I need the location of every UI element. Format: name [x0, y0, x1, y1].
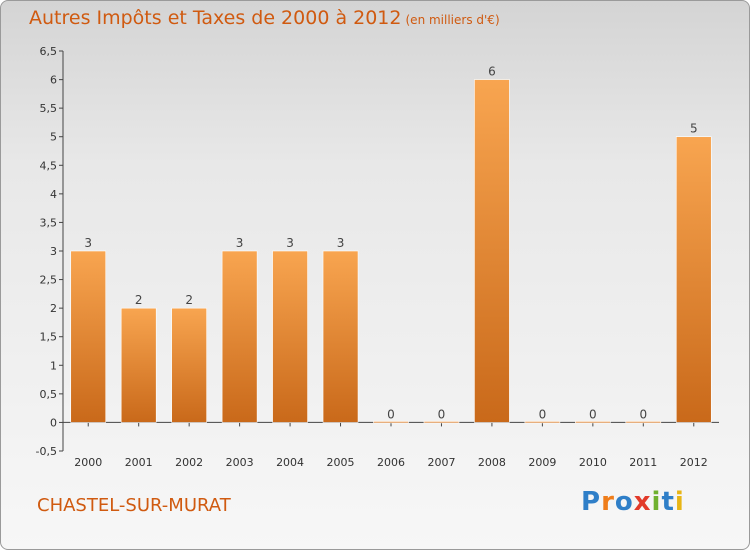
bar-2001 — [120, 307, 157, 423]
bar-layer — [70, 79, 712, 424]
x-tick-label: 2008 — [478, 456, 506, 469]
logo-letter: t — [661, 487, 675, 517]
bar-value-label: 0 — [438, 407, 446, 421]
y-tick-label: -0,5 — [36, 445, 57, 458]
bar-value-label: 5 — [690, 122, 698, 136]
bar-value-label: 6 — [488, 65, 496, 79]
bar-2007 — [423, 421, 460, 424]
bar-2010 — [575, 421, 611, 424]
logo-letter: i — [674, 487, 685, 517]
y-tick-label: 3,5 — [40, 216, 58, 229]
y-tick-label: 1,5 — [40, 331, 58, 344]
bar-2008 — [474, 79, 510, 423]
x-tick-label: 2002 — [175, 456, 203, 469]
bar-value-label: 2 — [135, 293, 143, 307]
y-tick-label: 2,5 — [40, 274, 58, 287]
bar-2002 — [171, 307, 207, 423]
bar-value-label: 3 — [236, 236, 244, 250]
x-tick-label: 2006 — [377, 456, 405, 469]
y-tick-label: 0 — [50, 416, 57, 429]
bar-value-label: 0 — [387, 407, 395, 421]
bar-2006 — [373, 421, 409, 424]
label-layer: 3 2 2 3 3 3 0 0 6 0 0 0 5 — [84, 65, 697, 422]
bar-value-label: 2 — [185, 293, 193, 307]
proxiti-logo: Proxiti — [581, 487, 685, 517]
y-tick-label: 0,5 — [40, 388, 58, 401]
bar-value-label: 0 — [589, 407, 597, 421]
logo-letter: x — [633, 487, 652, 517]
commune-name: CHASTEL-SUR-MURAT — [37, 495, 231, 516]
x-tick-label: 2009 — [528, 456, 556, 469]
x-tick-label: 2007 — [427, 456, 455, 469]
bar-2000 — [70, 250, 107, 423]
bar-2012 — [675, 136, 712, 423]
bar-2009 — [524, 421, 561, 424]
x-tick-label: 2005 — [327, 456, 355, 469]
y-tick-label: 3 — [50, 245, 57, 258]
y-tick-label: 4 — [50, 188, 57, 201]
bar-2004 — [272, 250, 308, 423]
x-tick-label: 2003 — [226, 456, 254, 469]
logo-letter: o — [614, 487, 634, 517]
bar-value-label: 0 — [639, 407, 647, 421]
bar-value-label: 3 — [286, 236, 294, 250]
y-tick-label: 6,5 — [40, 45, 58, 58]
y-tick-label: 5,5 — [40, 102, 58, 115]
y-tick-label: 5 — [50, 131, 57, 144]
logo-letter: P — [581, 487, 602, 517]
x-tick-label: 2001 — [125, 456, 153, 469]
chart-title-unit: (en milliers d'€) — [405, 13, 500, 27]
x-tick-label: 2011 — [629, 456, 657, 469]
y-tick-label: 4,5 — [40, 159, 58, 172]
y-tick-label: 2 — [50, 302, 57, 315]
logo-letter: r — [601, 487, 615, 517]
y-tick-label: 6 — [50, 74, 57, 87]
x-tick-label: 2010 — [579, 456, 607, 469]
chart-title: Autres Impôts et Taxes de 2000 à 2012 (en… — [29, 7, 500, 29]
x-tick-label: 2012 — [680, 456, 708, 469]
chart-title-text: Autres Impôts et Taxes de 2000 à 2012 — [29, 7, 402, 29]
bar-2003 — [221, 250, 258, 423]
bar-value-label: 0 — [539, 407, 547, 421]
bar-2011 — [625, 421, 662, 424]
bar-2005 — [322, 250, 359, 423]
x-tick-label: 2004 — [276, 456, 304, 469]
bar-value-label: 3 — [84, 236, 92, 250]
x-tick-label: 2000 — [74, 456, 102, 469]
logo-letter: i — [651, 487, 662, 517]
y-tick-label: 1 — [50, 359, 57, 372]
bar-value-label: 3 — [337, 236, 345, 250]
